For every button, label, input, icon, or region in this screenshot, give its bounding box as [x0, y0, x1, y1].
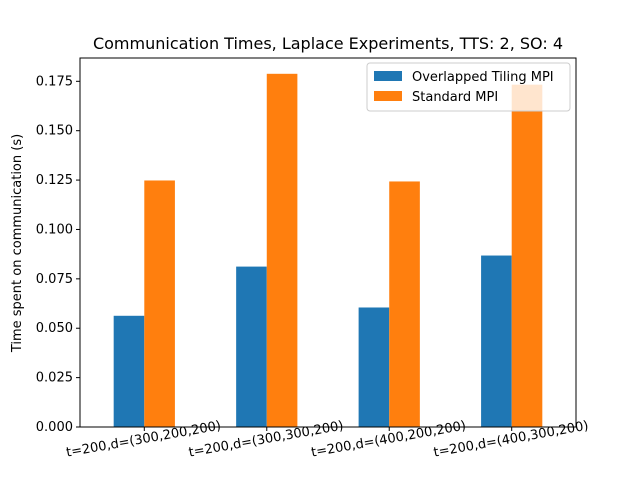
- legend-label: Overlapped Tiling MPI: [412, 70, 554, 85]
- y-tick-label: 0.025: [36, 371, 73, 386]
- legend-swatch: [374, 91, 402, 101]
- legend-box: [366, 62, 571, 112]
- bar-standard-4: [511, 84, 543, 428]
- chart-title: Communication Times, Laplace Experiments…: [93, 34, 563, 53]
- bar-standard-3: [389, 181, 420, 427]
- bar-standard-2: [266, 73, 298, 427]
- plot-area: 0.000 0.025 0.050 0.075 0.100 0.125 0.150 0.175…: [36, 57, 590, 461]
- axes-frame: [79, 57, 577, 428]
- bar-standard-1: [144, 180, 175, 427]
- y-tick-label: 0.150: [36, 124, 73, 139]
- legend-swatch: [374, 71, 402, 81]
- y-tick-label: 0.175: [36, 74, 73, 89]
- y-tick-label: 0.000: [36, 420, 73, 435]
- bar-overlapped-4: [481, 255, 512, 427]
- y-tick-label: 0.100: [36, 222, 73, 237]
- y-tick-label: 0.075: [36, 272, 73, 287]
- y-axis-label: Time spent on communication (s): [10, 134, 25, 353]
- bar-overlapped-3: [358, 307, 390, 427]
- y-tick-label: 0.050: [36, 321, 73, 336]
- bar-overlapped-2: [236, 266, 267, 427]
- legend-label: Standard MPI: [412, 90, 498, 105]
- bar-overlapped-1: [113, 315, 145, 427]
- y-tick-label: 0.125: [36, 173, 73, 188]
